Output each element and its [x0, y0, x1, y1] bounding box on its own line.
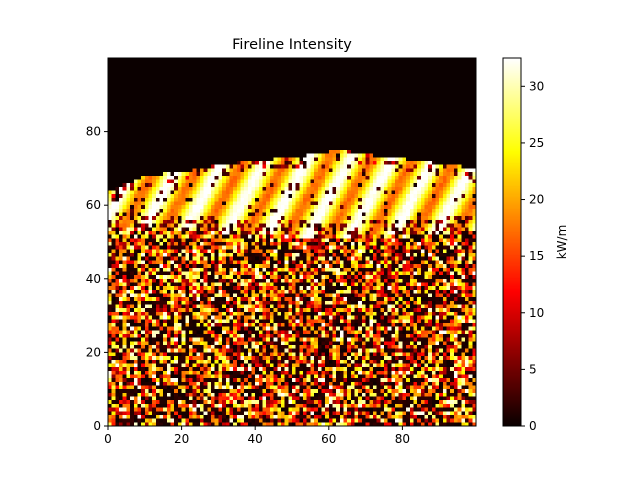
y-tick-label: 0: [93, 419, 101, 433]
colorbar-tick-label: 25: [529, 136, 544, 150]
y-tick-label: 40: [86, 272, 101, 286]
colorbar-tick-label: 10: [529, 306, 544, 320]
x-tick-label: 20: [174, 432, 189, 446]
plot-frame: [107, 57, 477, 427]
y-tick-label: 80: [86, 125, 101, 139]
colorbar-tick-label: 5: [529, 362, 537, 376]
x-tick-label: 0: [104, 432, 112, 446]
chart-title: Fireline Intensity: [232, 37, 352, 53]
x-tick-label: 40: [248, 432, 263, 446]
y-axis: 0 20 40 60 80: [86, 125, 108, 433]
colorbar-frame: [502, 57, 522, 427]
y-tick-label: 20: [86, 345, 101, 359]
colorbar-label: kW/m: [555, 225, 569, 260]
colorbar-tick-label: 20: [529, 193, 544, 207]
x-axis: 0 20 40 60 80: [104, 426, 410, 446]
y-tick-label: 60: [86, 198, 101, 212]
colorbar-gradient: [503, 58, 521, 426]
colorbar-axis: 0 5 10 15 20 25 30: [521, 79, 544, 433]
heatmap-cells: [108, 58, 476, 426]
x-tick-label: 60: [321, 432, 336, 446]
x-tick-label: 80: [395, 432, 410, 446]
colorbar-tick-label: 0: [529, 419, 537, 433]
colorbar-tick-label: 30: [529, 79, 544, 93]
colorbar-tick-label: 15: [529, 249, 544, 263]
